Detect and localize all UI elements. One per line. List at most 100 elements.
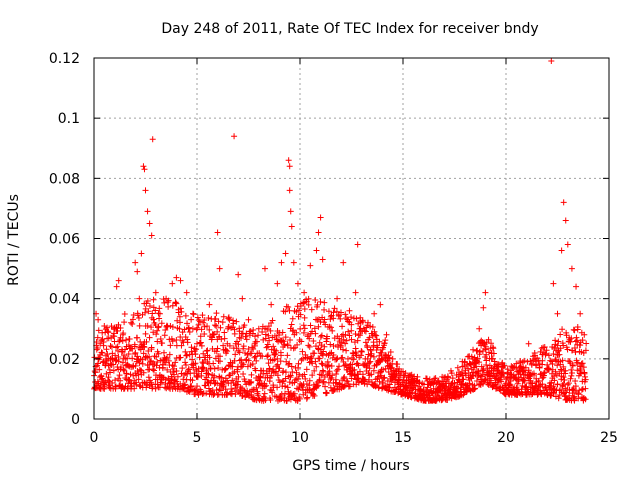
data-point (283, 358, 290, 365)
data-point (217, 324, 224, 331)
data-point (203, 348, 210, 355)
data-point (213, 348, 220, 355)
data-point (557, 331, 564, 338)
data-point (235, 347, 242, 354)
data-point (101, 385, 108, 392)
data-point (198, 372, 205, 379)
data-point (566, 392, 573, 399)
data-point (105, 329, 112, 336)
data-point (158, 320, 165, 327)
data-point (472, 385, 479, 392)
data-point (337, 315, 344, 322)
data-point (135, 371, 142, 378)
data-point (278, 259, 285, 266)
data-point (582, 373, 589, 380)
data-point (116, 372, 123, 379)
data-point (545, 352, 552, 359)
data-point (339, 346, 346, 353)
data-point (299, 300, 306, 307)
data-point (175, 309, 182, 316)
data-point (119, 331, 126, 338)
data-point (215, 318, 222, 325)
data-point (190, 311, 197, 318)
data-point (321, 316, 328, 323)
data-point (285, 157, 292, 164)
data-point (319, 361, 326, 368)
data-point (578, 386, 585, 393)
data-point (127, 371, 134, 378)
data-point (352, 349, 359, 356)
data-point (274, 361, 281, 368)
data-point (309, 372, 316, 379)
data-point (191, 345, 198, 352)
data-point (273, 393, 280, 400)
data-point (112, 383, 119, 390)
data-point (300, 322, 307, 329)
data-point (126, 336, 133, 343)
data-point (381, 374, 388, 381)
data-point (385, 368, 392, 375)
data-point (195, 317, 202, 324)
data-point (325, 308, 332, 315)
data-point (490, 350, 497, 357)
data-point (250, 346, 257, 353)
chart-title: Day 248 of 2011, Rate Of TEC Index for r… (161, 21, 538, 37)
data-point (482, 289, 489, 296)
data-point (265, 360, 272, 367)
data-point (206, 301, 213, 308)
y-tick-label: 0.06 (49, 232, 80, 248)
data-point (161, 332, 168, 339)
data-point (276, 379, 283, 386)
data-point (159, 365, 166, 372)
data-point (198, 326, 205, 333)
data-point (274, 384, 281, 391)
data-point (136, 360, 143, 367)
data-point (536, 364, 543, 371)
data-point (270, 343, 277, 350)
data-point (316, 376, 323, 383)
data-point (243, 336, 250, 343)
data-point (334, 366, 341, 373)
data-point (231, 357, 238, 364)
data-point (164, 354, 171, 361)
data-point (205, 371, 212, 378)
data-point (97, 340, 104, 347)
data-point (163, 385, 170, 392)
data-point (211, 322, 218, 329)
data-point (240, 345, 247, 352)
data-point (126, 377, 133, 384)
data-point (136, 322, 143, 329)
data-point (364, 342, 371, 349)
data-point (491, 358, 498, 365)
data-point (141, 344, 148, 351)
data-point (322, 383, 329, 390)
data-point (204, 347, 211, 354)
data-point (568, 335, 575, 342)
data-point (140, 163, 147, 170)
data-point (301, 325, 308, 332)
data-point (555, 395, 562, 402)
data-point (327, 313, 334, 320)
data-point (445, 374, 452, 381)
data-point (355, 362, 362, 369)
data-point (358, 348, 365, 355)
data-point (311, 392, 318, 399)
data-point (143, 384, 150, 391)
data-point (386, 354, 393, 361)
data-point (192, 360, 199, 367)
data-point (269, 317, 276, 324)
data-point (163, 295, 170, 302)
data-point (352, 330, 359, 337)
data-point (95, 360, 102, 367)
data-point (122, 375, 129, 382)
data-point (169, 362, 176, 369)
data-point (341, 382, 348, 389)
data-point (197, 333, 204, 340)
data-point (314, 301, 321, 308)
data-point (530, 370, 537, 377)
data-point (494, 361, 501, 368)
data-point (129, 321, 136, 328)
data-point (560, 342, 567, 349)
data-point (155, 323, 162, 330)
data-point (468, 375, 475, 382)
